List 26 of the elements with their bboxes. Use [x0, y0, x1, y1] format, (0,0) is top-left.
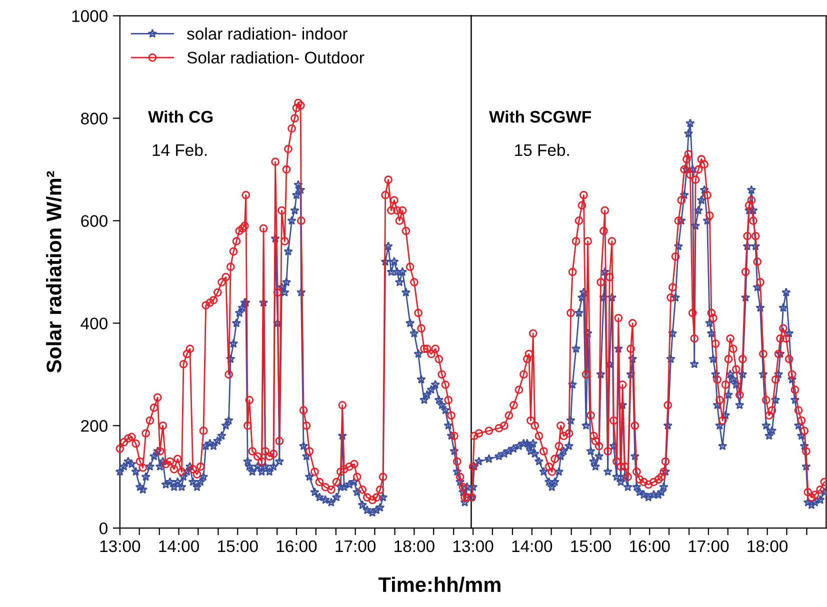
x-tick-label: 17:00 [688, 540, 729, 552]
y-tick-label: 400 [80, 318, 108, 330]
x-tick-label: 13:00 [100, 540, 140, 552]
legend-label: Solar radiation- Outdoor [187, 51, 364, 64]
x-tick-label: 17:00 [336, 540, 376, 552]
x-tick-label: 14:00 [159, 540, 199, 552]
x-axis-title: Time:hh/mm [378, 576, 500, 592]
x-tick-label: 16:00 [630, 540, 670, 552]
x-tick-label: 13:00 [453, 540, 494, 552]
y-tick-label: 0 [99, 522, 108, 534]
x-tick-label: 14:00 [512, 540, 552, 552]
annotation: With CG [148, 110, 213, 123]
x-tick-label: 15:00 [571, 540, 611, 552]
x-tick-label: 18:00 [748, 540, 788, 552]
annotation: 14 Feb. [152, 144, 207, 156]
x-tick-label: 16:00 [276, 540, 317, 552]
x-tick-label: 15:00 [218, 540, 258, 552]
legend-label: solar radiation- indoor [187, 27, 348, 40]
annotation: With SCGWF [489, 110, 592, 123]
y-tick-label: 800 [81, 112, 108, 124]
y-tick-label: 600 [81, 215, 108, 227]
y-axis-title: Solar radiation W/m² [46, 171, 62, 373]
annotation: 15 Feb. [515, 144, 569, 156]
x-tick-label: 18:00 [394, 540, 434, 552]
y-tick-label: 200 [81, 420, 108, 432]
y-tick-label: 1000 [72, 10, 108, 22]
